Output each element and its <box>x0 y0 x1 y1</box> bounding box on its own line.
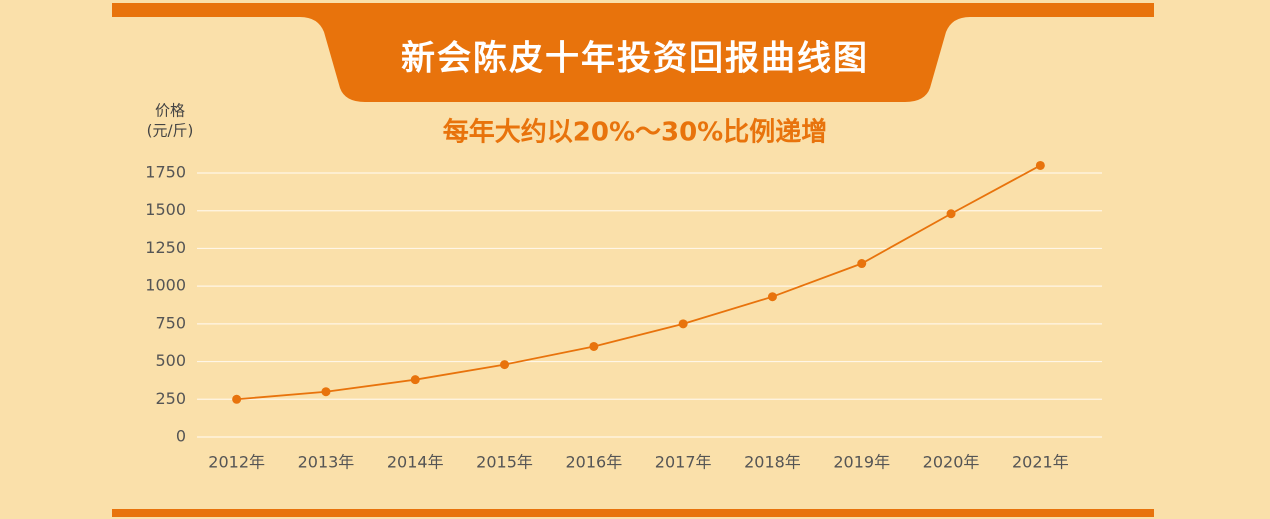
point <box>678 319 688 329</box>
y-tick-label: 1750 <box>145 163 186 182</box>
y-axis-label: 价格 <box>155 102 185 120</box>
y-tick-label: 0 <box>176 427 186 446</box>
x-tick-label: 2016年 <box>565 453 622 472</box>
x-tick-label: 2018年 <box>744 453 801 472</box>
top-band <box>112 3 1154 17</box>
x-tick-label: 2017年 <box>655 453 712 472</box>
x-tick-label: 2013年 <box>298 453 355 472</box>
point <box>321 387 331 397</box>
point <box>410 375 420 385</box>
y-tick-label: 500 <box>155 351 186 370</box>
line <box>236 164 1041 401</box>
x-tick-label: 2019年 <box>833 453 890 472</box>
y-tick-label: 250 <box>155 389 186 408</box>
x-tick-label: 2014年 <box>387 453 444 472</box>
chart-title: 新会陈皮十年投资回报曲线图 <box>401 39 869 79</box>
point <box>500 360 510 370</box>
x-tick-label: 2012年 <box>208 453 265 472</box>
point <box>232 394 242 404</box>
y-axis-label: (元/斤) <box>147 122 194 140</box>
chart-subtitle: 每年大约以20%～30%比例递增 <box>443 117 827 148</box>
point <box>767 292 777 302</box>
y-tick-label: 1500 <box>145 200 186 219</box>
point <box>589 341 599 351</box>
x-tick-label: 2020年 <box>923 453 980 472</box>
title-tab <box>300 17 970 102</box>
point <box>946 209 956 219</box>
y-tick-label: 1000 <box>145 276 186 295</box>
x-tick-label: 2015年 <box>476 453 533 472</box>
y-tick-label: 1250 <box>145 238 186 257</box>
x-tick-label: 2021年 <box>1012 453 1069 472</box>
bottom-band <box>112 509 1154 517</box>
y-tick-label: 750 <box>155 313 186 332</box>
point <box>1035 160 1045 170</box>
point <box>857 259 867 269</box>
